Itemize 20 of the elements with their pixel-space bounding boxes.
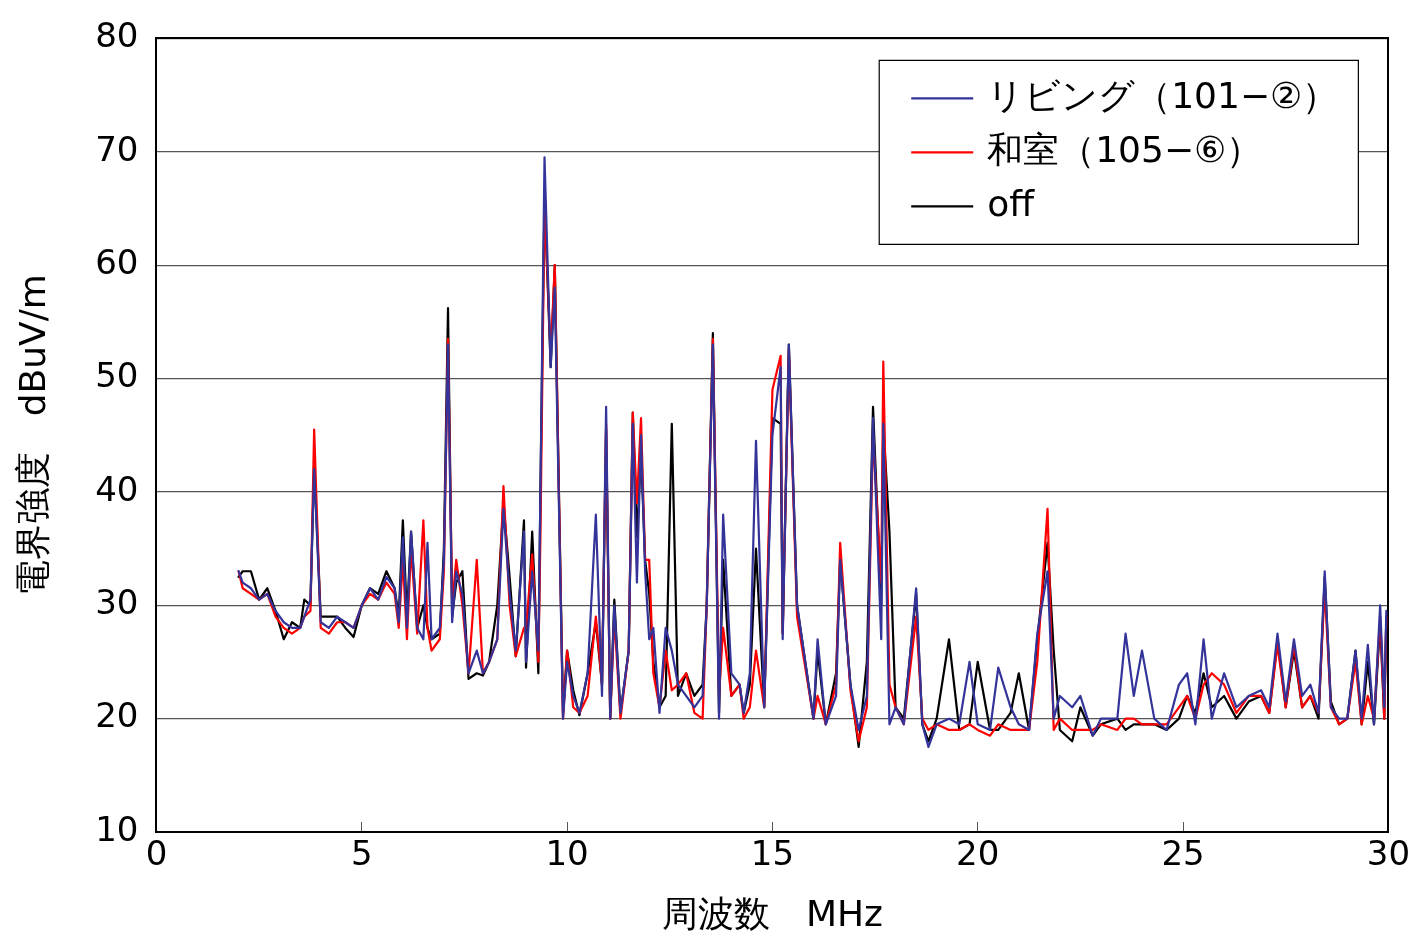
x-tick-label: 0 bbox=[145, 833, 168, 874]
legend-label: 和室（105−⑥） bbox=[987, 128, 1263, 170]
x-tick-label: 15 bbox=[750, 833, 795, 874]
y-tick-label: 20 bbox=[95, 695, 139, 736]
y-tick-label: 80 bbox=[95, 15, 139, 56]
x-tick-label: 10 bbox=[545, 833, 589, 874]
legend-label: off bbox=[987, 182, 1036, 224]
y-tick-label: 30 bbox=[95, 582, 139, 623]
y-axis-title: 電界強度 dBuV/m bbox=[11, 274, 53, 597]
x-axis-title: 周波数 MHz bbox=[661, 892, 883, 934]
y-tick-label: 10 bbox=[95, 808, 139, 849]
y-tick-label: 70 bbox=[95, 128, 139, 169]
x-tick-label: 20 bbox=[956, 833, 1000, 874]
y-tick-label: 40 bbox=[95, 468, 139, 509]
x-tick-label: 25 bbox=[1161, 833, 1205, 874]
x-tick-label: 30 bbox=[1366, 833, 1410, 874]
y-tick-label: 60 bbox=[95, 241, 139, 282]
legend-label: リビング（101−②） bbox=[987, 74, 1339, 116]
y-tick-label: 50 bbox=[95, 355, 139, 396]
x-tick-label: 5 bbox=[350, 833, 373, 874]
